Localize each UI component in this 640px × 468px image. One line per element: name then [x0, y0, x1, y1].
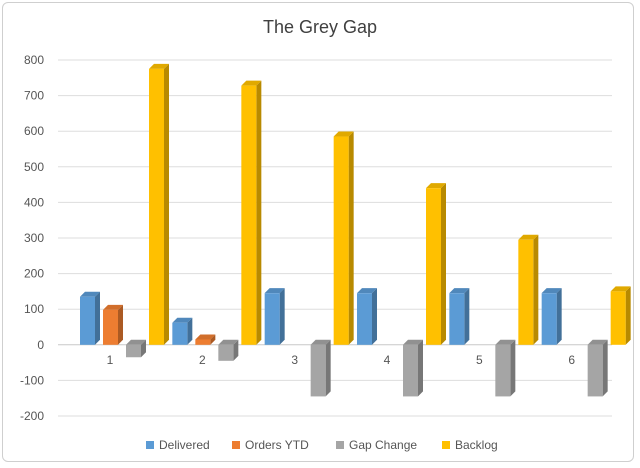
legend-item-gap-change: Gap Change: [336, 438, 417, 452]
bar-backlog-6: [610, 286, 631, 345]
legend: Delivered Orders YTD Gap Change Backlog: [146, 438, 498, 452]
bar-backlog-3: [333, 131, 354, 345]
x-tick-label: 2: [199, 353, 206, 367]
y-tick-label: 500: [24, 160, 44, 174]
bar-delivered-1: [80, 291, 100, 345]
bar-delivered-4: [357, 288, 377, 345]
svg-text:Orders YTD: Orders YTD: [245, 438, 309, 452]
chart-title: The Grey Gap: [263, 17, 377, 37]
y-tick-label: 0: [37, 338, 44, 352]
y-tick-label: 700: [24, 89, 44, 103]
bar-delivered-6: [541, 288, 562, 345]
y-tick-label: 200: [24, 267, 44, 281]
bar-delivered-3: [264, 288, 285, 345]
bar-gap-change-6: [587, 339, 608, 397]
bar-backlog-4: [426, 183, 446, 345]
x-tick-label: 4: [384, 353, 391, 367]
svg-text:Backlog: Backlog: [455, 438, 498, 452]
y-tick-label: 300: [24, 231, 44, 245]
bar-gap-change-4: [403, 339, 423, 397]
svg-text:Delivered: Delivered: [159, 438, 210, 452]
y-tick-label: 400: [24, 195, 44, 209]
bar-orders-ytd-2: [195, 334, 216, 345]
legend-item-delivered: Delivered: [146, 438, 210, 452]
legend-item-backlog: Backlog: [442, 438, 498, 452]
bar-delivered-2: [172, 317, 193, 345]
y-tick-label: 800: [24, 53, 44, 67]
bars: [80, 63, 631, 397]
bar-gap-change-5: [495, 339, 516, 397]
bar-backlog-1: [149, 63, 169, 345]
y-tick-label: 100: [24, 302, 44, 316]
x-tick-label: 5: [476, 353, 483, 367]
bar-backlog-2: [241, 80, 262, 345]
y-axis: -200 -100 0 100 200 300 400 500 600 700 800: [20, 53, 44, 423]
bar-gap-change-2: [218, 339, 239, 361]
svg-text:Gap Change: Gap Change: [349, 438, 417, 452]
y-tick-label: -100: [20, 373, 44, 387]
bar-gap-change-3: [310, 339, 331, 397]
y-tick-label: -200: [20, 409, 44, 423]
bar-delivered-5: [449, 288, 470, 345]
x-tick-label: 6: [568, 353, 575, 367]
legend-item-orders-ytd: Orders YTD: [232, 438, 309, 452]
x-tick-label: 1: [107, 353, 114, 367]
bar-gap-change-1: [126, 339, 146, 358]
x-tick-label: 3: [291, 353, 298, 367]
x-axis: 1 2 3 4 5 6: [107, 353, 576, 367]
bar-orders-ytd-1: [103, 304, 123, 345]
y-tick-label: 600: [24, 124, 44, 138]
bar-backlog-5: [518, 234, 539, 345]
